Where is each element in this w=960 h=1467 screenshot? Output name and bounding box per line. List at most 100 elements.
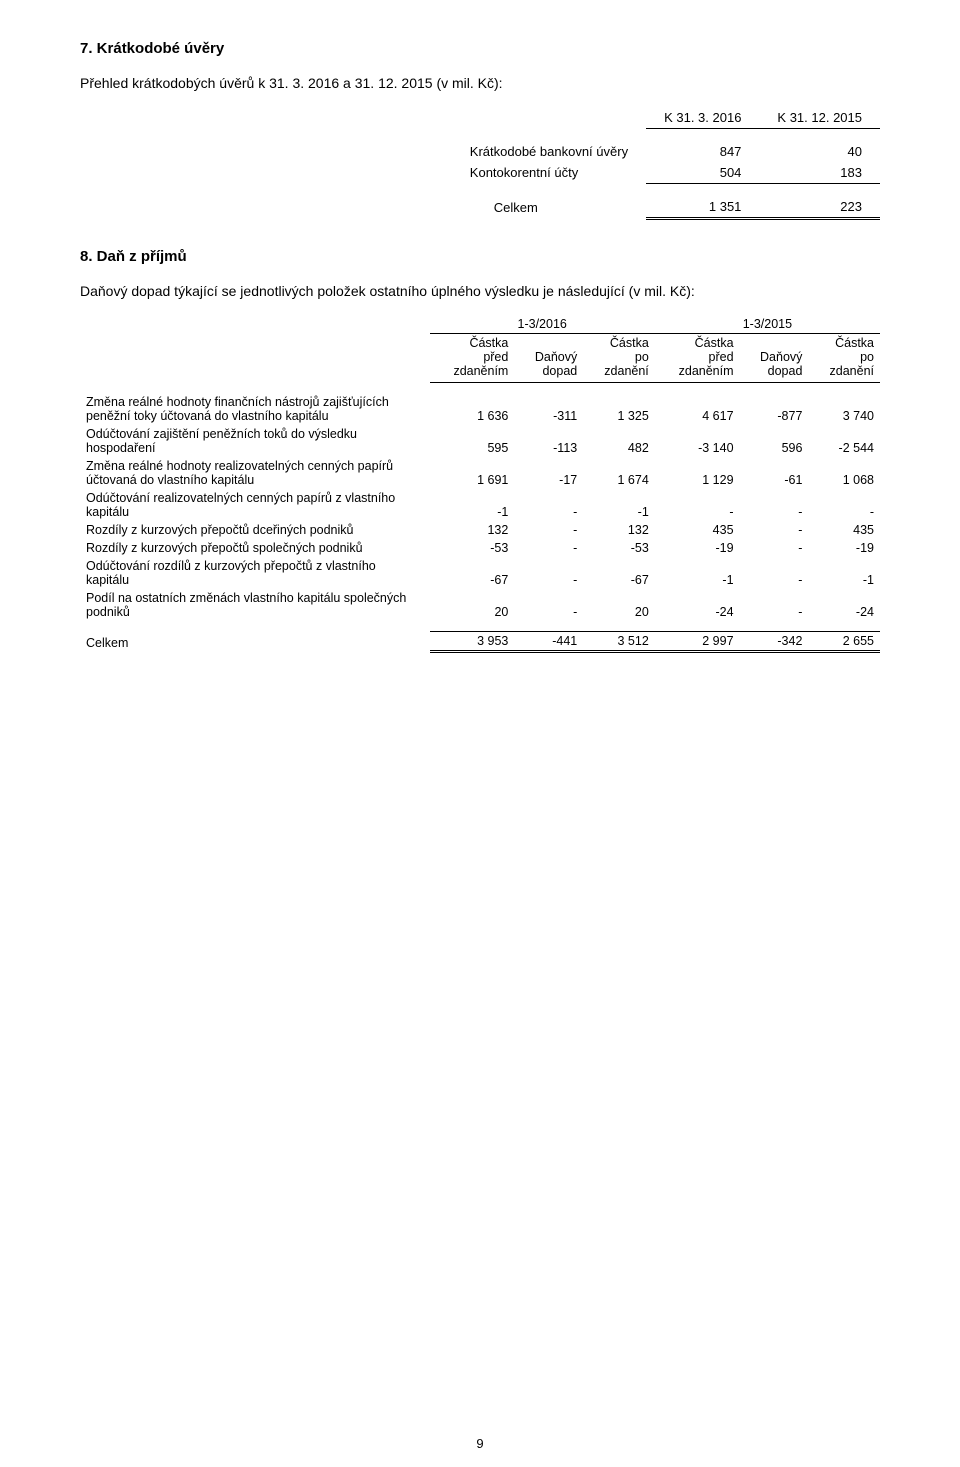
cell: 183 xyxy=(759,162,880,184)
section-7-intro: Přehled krátkodobých úvěrů k 31. 3. 2016… xyxy=(80,75,880,91)
table-row: Podíl na ostatních změnách vlastního kap… xyxy=(80,589,880,621)
table-row: Změna reálné hodnoty realizovatelných ce… xyxy=(80,457,880,489)
cell: 20 xyxy=(583,589,655,621)
period-header: 1-3/2015 xyxy=(655,315,880,334)
total-cell: -342 xyxy=(740,632,809,652)
total-cell: 2 997 xyxy=(655,632,740,652)
period-header: 1-3/2016 xyxy=(430,315,655,334)
table-row: Rozdíly z kurzových přepočtů dceřiných p… xyxy=(80,521,880,539)
total-cell: 3 512 xyxy=(583,632,655,652)
col-header-text: Daňový dopad xyxy=(746,350,803,378)
section-8-intro: Daňový dopad týkající se jednotlivých po… xyxy=(80,283,880,299)
empty-cell xyxy=(80,315,430,334)
table-row: Kontokorentní účty 504 183 xyxy=(470,162,880,184)
col-header-text: Daňový dopad xyxy=(520,350,577,378)
col-header-text: Částka po zdanění xyxy=(814,336,874,378)
cell: - xyxy=(740,539,809,557)
cell: -877 xyxy=(740,393,809,425)
col-header: Daňový dopad xyxy=(740,334,809,383)
table-row: Krátkodobé bankovní úvěry 847 40 xyxy=(470,141,880,162)
row-label: Změna reálné hodnoty finančních nástrojů… xyxy=(80,393,430,425)
page: 7. Krátkodobé úvěry Přehled krátkodobých… xyxy=(0,0,960,1467)
col-header: K 31. 12. 2015 xyxy=(759,107,880,129)
cell: - xyxy=(740,521,809,539)
table-row: Odúčtování realizovatelných cenných papí… xyxy=(80,489,880,521)
total-cell: 1 351 xyxy=(646,196,759,219)
col-header: Částka před zdaněním xyxy=(430,334,515,383)
section-7-table: K 31. 3. 2016 K 31. 12. 2015 Krátkodobé … xyxy=(470,107,880,220)
cell: 596 xyxy=(740,425,809,457)
total-cell: 3 953 xyxy=(430,632,515,652)
cell: -24 xyxy=(655,589,740,621)
table-row xyxy=(470,129,880,142)
table-row xyxy=(80,383,880,394)
total-label: Celkem xyxy=(470,196,646,219)
cell: 847 xyxy=(646,141,759,162)
cell: - xyxy=(740,489,809,521)
table-row: K 31. 3. 2016 K 31. 12. 2015 xyxy=(470,107,880,129)
cell: -311 xyxy=(514,393,583,425)
cell: -67 xyxy=(430,557,515,589)
table-row: 1-3/2016 1-3/2015 xyxy=(80,315,880,334)
cell: - xyxy=(514,521,583,539)
section-7-table-wrap: K 31. 3. 2016 K 31. 12. 2015 Krátkodobé … xyxy=(464,107,880,220)
row-label: Podíl na ostatních změnách vlastního kap… xyxy=(80,589,430,621)
row-label: Krátkodobé bankovní úvěry xyxy=(470,141,646,162)
section-8-table: 1-3/2016 1-3/2015 Částka před zdaněním D… xyxy=(80,315,880,653)
table-row: Částka před zdaněním Daňový dopad Částka… xyxy=(80,334,880,383)
row-label: Odúčtování zajištění peněžních toků do v… xyxy=(80,425,430,457)
cell: -17 xyxy=(514,457,583,489)
page-number: 9 xyxy=(0,1436,960,1451)
cell: -1 xyxy=(430,489,515,521)
table-row: Odúčtování rozdílů z kurzových přepočtů … xyxy=(80,557,880,589)
row-label: Rozdíly z kurzových přepočtů společných … xyxy=(80,539,430,557)
col-header: Částka před zdaněním xyxy=(655,334,740,383)
section-8-heading: 8. Daň z příjmů xyxy=(80,248,880,265)
total-cell: 223 xyxy=(759,196,880,219)
total-cell: -441 xyxy=(514,632,583,652)
cell: -53 xyxy=(583,539,655,557)
cell: - xyxy=(514,539,583,557)
col-header: Částka po zdanění xyxy=(583,334,655,383)
cell: -113 xyxy=(514,425,583,457)
cell: 1 674 xyxy=(583,457,655,489)
cell: - xyxy=(740,589,809,621)
cell: 4 617 xyxy=(655,393,740,425)
table-total-row: Celkem 1 351 223 xyxy=(470,196,880,219)
col-header-text: Částka před zdaněním xyxy=(661,336,734,378)
cell: 1 691 xyxy=(430,457,515,489)
cell: -3 140 xyxy=(655,425,740,457)
cell: - xyxy=(740,557,809,589)
cell: - xyxy=(514,489,583,521)
cell: 595 xyxy=(430,425,515,457)
col-header: Částka po zdanění xyxy=(808,334,880,383)
empty-cell xyxy=(470,107,646,129)
section-7-heading: 7. Krátkodobé úvěry xyxy=(80,40,880,57)
cell: -1 xyxy=(655,557,740,589)
cell: -24 xyxy=(808,589,880,621)
cell: 20 xyxy=(430,589,515,621)
cell: 1 068 xyxy=(808,457,880,489)
row-label: Kontokorentní účty xyxy=(470,162,646,184)
col-header: K 31. 3. 2016 xyxy=(646,107,759,129)
col-header-text: Částka po zdanění xyxy=(589,336,649,378)
cell: 435 xyxy=(655,521,740,539)
cell: - xyxy=(655,489,740,521)
total-label: Celkem xyxy=(80,632,430,652)
table-total-row: Celkem 3 953 -441 3 512 2 997 -342 2 655 xyxy=(80,632,880,652)
total-cell: 2 655 xyxy=(808,632,880,652)
cell: -61 xyxy=(740,457,809,489)
cell: - xyxy=(514,557,583,589)
col-header-text: Částka před zdaněním xyxy=(436,336,509,378)
cell: 1 636 xyxy=(430,393,515,425)
cell: 1 129 xyxy=(655,457,740,489)
cell: 482 xyxy=(583,425,655,457)
table-row: Změna reálné hodnoty finančních nástrojů… xyxy=(80,393,880,425)
cell: 132 xyxy=(430,521,515,539)
row-label: Odúčtování rozdílů z kurzových přepočtů … xyxy=(80,557,430,589)
cell: 3 740 xyxy=(808,393,880,425)
cell: - xyxy=(514,589,583,621)
table-row xyxy=(80,621,880,632)
row-label: Odúčtování realizovatelných cenných papí… xyxy=(80,489,430,521)
cell: -67 xyxy=(583,557,655,589)
